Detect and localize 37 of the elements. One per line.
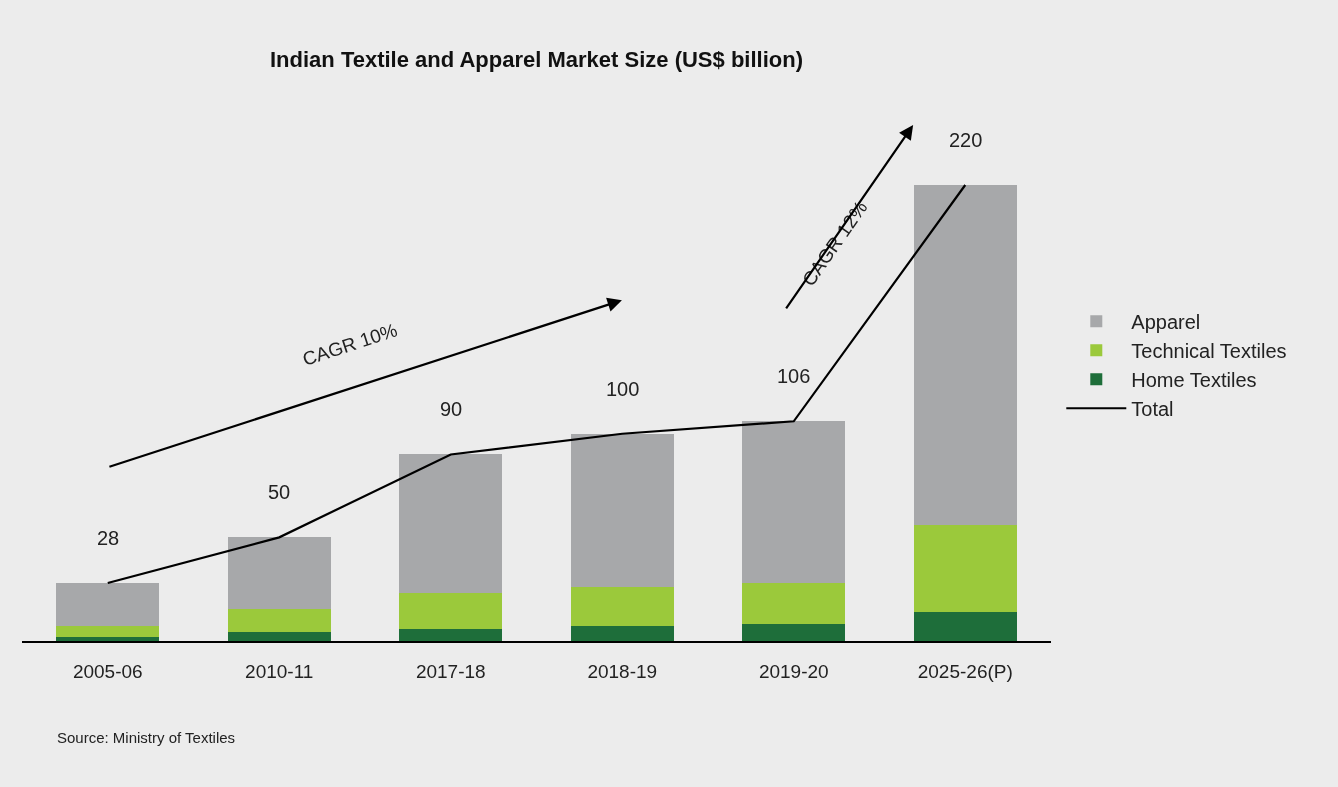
bar	[742, 421, 846, 583]
bar	[913, 524, 1017, 612]
legend-label: Total	[1131, 398, 1174, 421]
data-label: 50	[268, 481, 291, 503]
bar	[227, 609, 331, 632]
bar	[399, 628, 503, 641]
x-tick-label: 2010-11	[245, 660, 314, 682]
data-label: 28	[97, 527, 120, 549]
x-tick-label: 2019-20	[758, 660, 829, 682]
bar	[56, 636, 160, 641]
x-tick-label: 2018-19	[587, 660, 658, 682]
legend-label: Home Textiles	[1131, 369, 1257, 392]
x-tick-label: 2017-18	[415, 660, 486, 682]
legend-label: Apparel	[1131, 311, 1201, 334]
bar	[742, 582, 846, 625]
bar	[227, 631, 331, 641]
bar	[570, 626, 674, 641]
source-note: Source: Ministry of Textiles	[57, 729, 236, 746]
bar	[56, 626, 160, 637]
bar	[399, 454, 503, 594]
data-label: 100	[606, 378, 640, 400]
x-tick-label: 2005-06	[72, 660, 143, 682]
annotation: CAGR 10%	[300, 319, 401, 370]
bar	[570, 433, 674, 588]
bar	[56, 582, 160, 627]
bar	[913, 185, 1017, 525]
data-label: 220	[949, 129, 983, 151]
bar	[227, 537, 331, 610]
legend-label: Technical Textiles	[1131, 340, 1287, 363]
data-label: 106	[777, 365, 811, 387]
bar	[742, 624, 846, 641]
bar	[913, 611, 1017, 641]
bar	[399, 593, 503, 629]
text: Indian Textile and Apparel Market Size (US$ billion)	[270, 46, 803, 72]
data-label: 90	[440, 398, 463, 420]
x-tick-label: 2025-26(P)	[917, 660, 1013, 682]
bar	[570, 587, 674, 627]
